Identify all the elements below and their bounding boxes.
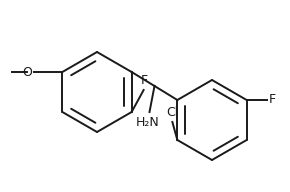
Text: F: F [269,94,276,107]
Text: Cl: Cl [166,106,178,119]
Text: F: F [141,74,148,87]
Text: H₂N: H₂N [136,116,160,129]
Text: O: O [23,65,32,79]
